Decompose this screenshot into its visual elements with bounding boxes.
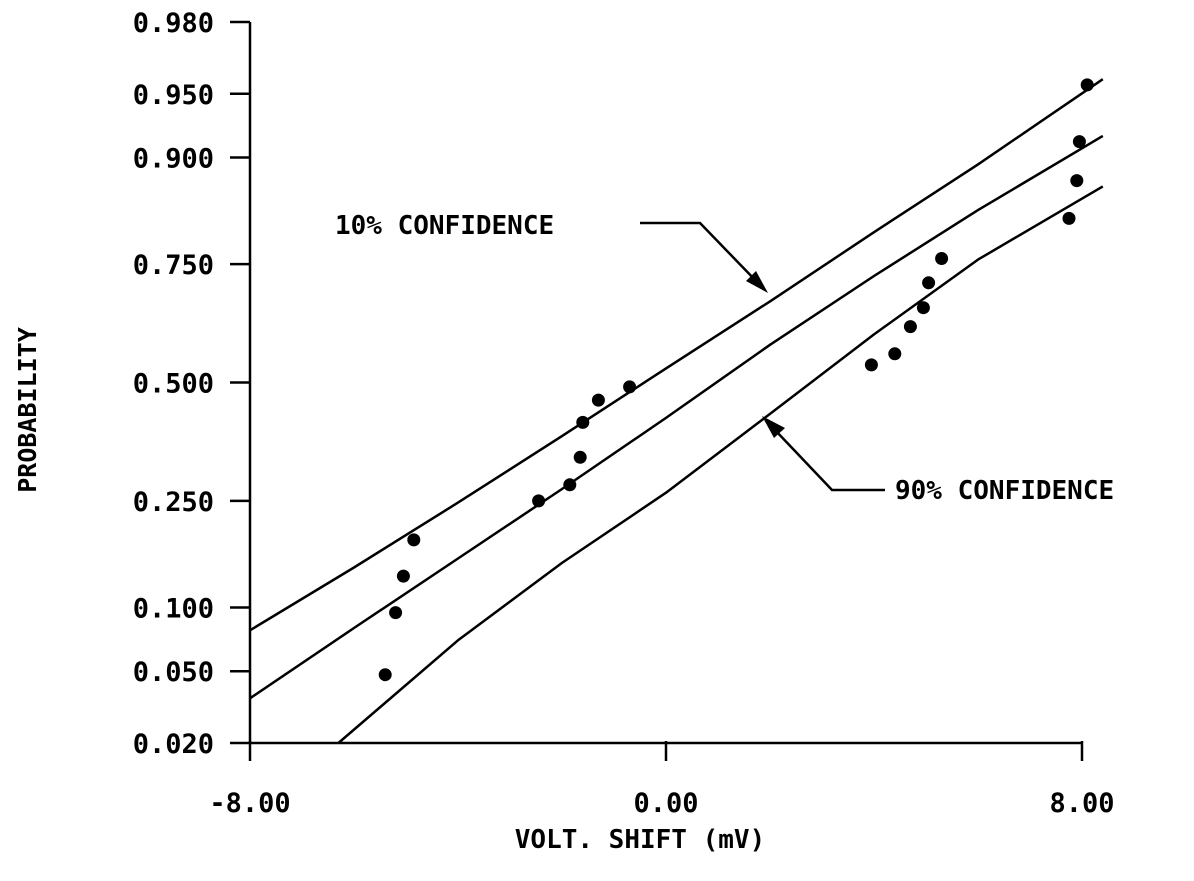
upper-confidence-line <box>249 78 1104 632</box>
annotation-10-confidence-text: 10% CONFIDENCE <box>335 211 554 241</box>
confidence-lines <box>249 78 1104 744</box>
data-point <box>389 606 403 620</box>
tick-marks <box>230 20 1084 761</box>
y-tick-label: 0.250 <box>133 487 214 518</box>
x-tick-label: -8.00 <box>209 788 290 819</box>
annotation-90-confidence-arrowhead <box>762 416 785 438</box>
y-tick-label: 0.500 <box>133 369 214 400</box>
annotation-90-confidence: 90% CONFIDENCE <box>762 416 1114 506</box>
annotation-10-confidence-arrowhead <box>746 271 768 293</box>
data-point <box>935 252 949 265</box>
data-point <box>591 393 605 407</box>
data-point <box>396 569 410 583</box>
lower-confidence-line <box>337 185 1104 744</box>
data-points <box>378 78 1094 682</box>
data-point <box>1080 78 1094 92</box>
data-point <box>864 358 878 372</box>
fit-line <box>249 134 1104 700</box>
axes <box>248 22 1082 745</box>
annotation-90-confidence-text: 90% CONFIDENCE <box>895 476 1114 506</box>
y-tick-label: 0.900 <box>133 144 214 175</box>
data-point <box>916 301 930 315</box>
y-tick-label: 0.980 <box>133 8 214 39</box>
x-axis-label: VOLT. SHIFT (mV) <box>515 825 765 855</box>
x-tick-label: 0.00 <box>633 788 698 819</box>
annotation-10-confidence: 10% CONFIDENCE <box>335 211 768 293</box>
x-tick-label: 8.00 <box>1049 788 1114 819</box>
y-tick-label: 0.950 <box>133 80 214 111</box>
data-point <box>623 380 637 394</box>
data-point <box>532 494 546 508</box>
data-point <box>1070 174 1084 188</box>
y-tick-label: 0.750 <box>133 250 214 281</box>
data-point <box>378 668 392 682</box>
data-point <box>1072 135 1086 149</box>
data-point <box>563 478 577 492</box>
data-point <box>888 347 902 361</box>
data-point <box>922 276 936 290</box>
data-point <box>576 415 590 429</box>
data-point <box>407 533 421 547</box>
data-point <box>1062 211 1076 225</box>
y-tick-label: 0.100 <box>133 593 214 624</box>
annotation-90-confidence-leader <box>774 429 885 492</box>
y-tick-label: 0.020 <box>133 729 214 760</box>
y-axis-label: PROBABILITY <box>13 327 42 493</box>
data-point <box>903 320 917 334</box>
y-tick-label: 0.050 <box>133 657 214 688</box>
data-point <box>573 450 587 464</box>
tick-labels: 0.980 0.950 0.900 0.750 0.500 0.250 0.100 0.050… <box>133 8 1115 819</box>
annotation-10-confidence-leader <box>640 221 759 284</box>
